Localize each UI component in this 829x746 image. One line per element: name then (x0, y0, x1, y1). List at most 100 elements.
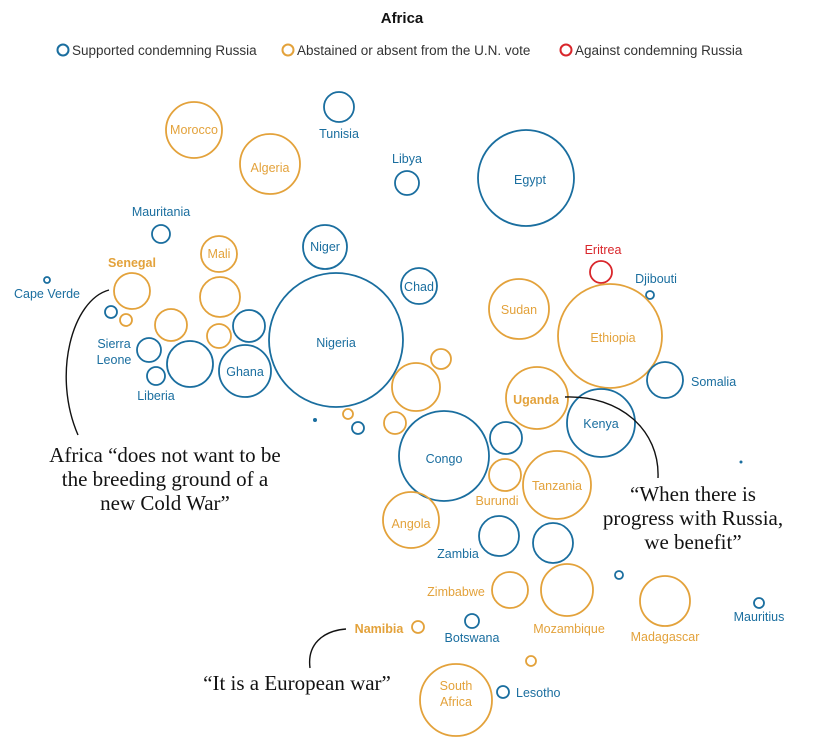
bubble-malawi (532, 522, 574, 564)
bubble-eswatini (525, 655, 537, 667)
bubble-burundi (488, 458, 522, 492)
bubble-gabon (351, 421, 365, 435)
legend-item-abstained: Abstained or absent from the U.N. vote (281, 43, 530, 58)
bubble-zambia (478, 515, 520, 557)
bubble-mauritania (151, 224, 171, 244)
bubble-label-namibia: Namibia (355, 622, 405, 636)
quote-annotation-2: “When there is progress with Russia, we be… (603, 482, 783, 554)
bubble-label-ethiopia: Ethiopia (590, 331, 635, 345)
bubble-nigeria (268, 272, 404, 408)
bubble-label-sierra-leone: Sierra Leone (97, 337, 132, 367)
bubble-label-mozambique: Mozambique (533, 622, 605, 636)
bubble-label-eritrea: Eritrea (585, 243, 622, 257)
bubble-equatorial-guinea (342, 408, 354, 420)
bubble-label-congo: Congo (426, 452, 463, 466)
legend-label-supported: Supported condemning Russia (72, 43, 257, 58)
bubble-republic-of-the-congo (383, 411, 407, 435)
legend: Supported condemning Russia Abstained or… (56, 43, 743, 58)
bubble-label-senegal: Senegal (108, 256, 156, 270)
bubble-algeria (239, 133, 301, 195)
leader-line-senegal (65, 289, 110, 436)
labels-group: Morocco Algeria Tunisia Libya Egypt Mauritani… (14, 123, 784, 709)
bubble-label-algeria: Algeria (251, 161, 290, 175)
bubble-label-lesotho: Lesotho (516, 686, 561, 700)
bubble-label-mali: Mali (208, 247, 231, 261)
bubble-sao-tome-and-principe (313, 418, 317, 422)
bubble-label-liberia: Liberia (137, 389, 175, 403)
bubble-label-djibouti: Djibouti (635, 272, 677, 286)
bubble-label-niger: Niger (310, 240, 340, 254)
bubble-ghana (218, 344, 272, 398)
bubble-congo (398, 410, 490, 502)
bubble-label-somalia: Somalia (691, 375, 736, 389)
bubble-south-africa (419, 663, 493, 737)
bubble-burkina-faso (199, 276, 241, 318)
legend-item-supported: Supported condemning Russia (56, 43, 257, 58)
leader-line-uganda (564, 396, 659, 479)
bubble-label-tanzania: Tanzania (532, 479, 582, 493)
bubble-egypt (477, 129, 575, 227)
legend-label-against: Against condemning Russia (575, 43, 743, 58)
bubble-chad (400, 267, 438, 305)
bubble-label-nigeria: Nigeria (316, 336, 356, 350)
quote-annotation-3: “It is a European war” (203, 671, 391, 695)
bubble-lesotho (496, 685, 510, 699)
bubble-eritrea (589, 260, 613, 284)
bubble-label-mauritius: Mauritius (734, 610, 785, 624)
bubble-label-egypt: Egypt (514, 173, 546, 187)
bubble-namibia (411, 620, 425, 634)
bubble-uganda (505, 366, 569, 430)
bubble-label-angola: Angola (392, 517, 431, 531)
bubble-label-tunisia: Tunisia (319, 127, 359, 141)
bubble-guinea (154, 308, 188, 342)
bubble-mozambique (540, 563, 594, 617)
legend-swatch-abstained (281, 43, 295, 57)
bubble-comoros (614, 570, 624, 580)
bubble-benin (232, 309, 266, 343)
legend-swatch-supported (56, 43, 70, 57)
bubble-botswana (464, 613, 480, 629)
bubble-madagascar (639, 575, 691, 627)
bubble-cameroon (391, 362, 441, 412)
bubble-label-madagascar: Madagascar (631, 630, 700, 644)
chart-title: Africa (381, 10, 424, 27)
bubble-niger (302, 224, 348, 270)
bubble-label-south-africa: South Africa (440, 679, 473, 709)
bubble-label-cape-verde: Cape Verde (14, 287, 80, 301)
bubble-label-zambia: Zambia (437, 547, 479, 561)
bubble-label-uganda: Uganda (513, 393, 560, 407)
bubble-label-morocco: Morocco (170, 123, 218, 137)
bubble-label-sudan: Sudan (501, 303, 537, 317)
bubble-togo (206, 323, 232, 349)
bubble-zimbabwe (491, 571, 529, 609)
bubble-label-botswana: Botswana (445, 631, 500, 645)
bubble-ethiopia (557, 283, 663, 389)
quote-annotation-1: Africa “does not want to be the breeding … (49, 443, 281, 515)
bubble-label-libya: Libya (392, 152, 422, 166)
bubble-libya (394, 170, 420, 196)
bubble-label-kenya: Kenya (583, 417, 618, 431)
bubble-kenya (566, 388, 636, 458)
bubble-cape-verde (43, 276, 51, 284)
annotations-group: Africa “does not want to be the breeding … (49, 443, 783, 695)
bubble-angola (382, 491, 440, 549)
bubble-seychelles (739, 460, 743, 464)
bubble-gambia (104, 305, 118, 319)
bubbles-group (43, 91, 765, 737)
bubble-mali (200, 235, 238, 273)
legend-swatch-against (559, 43, 573, 57)
bubble-central-african-republic (430, 348, 452, 370)
legend-label-abstained: Abstained or absent from the U.N. vote (297, 43, 530, 58)
bubble-sudan (488, 278, 550, 340)
bubble-mauritius (753, 597, 765, 609)
leader-line-namibia (308, 628, 347, 669)
leader-lines (65, 289, 659, 669)
bubble-morocco (165, 101, 223, 159)
bubble-somalia (646, 361, 684, 399)
bubble-ivory-coast (166, 340, 214, 388)
bubble-label-mauritania: Mauritania (132, 205, 190, 219)
legend-item-against: Against condemning Russia (559, 43, 743, 58)
bubble-liberia (146, 366, 166, 386)
bubble-sierra-leone (136, 337, 162, 363)
